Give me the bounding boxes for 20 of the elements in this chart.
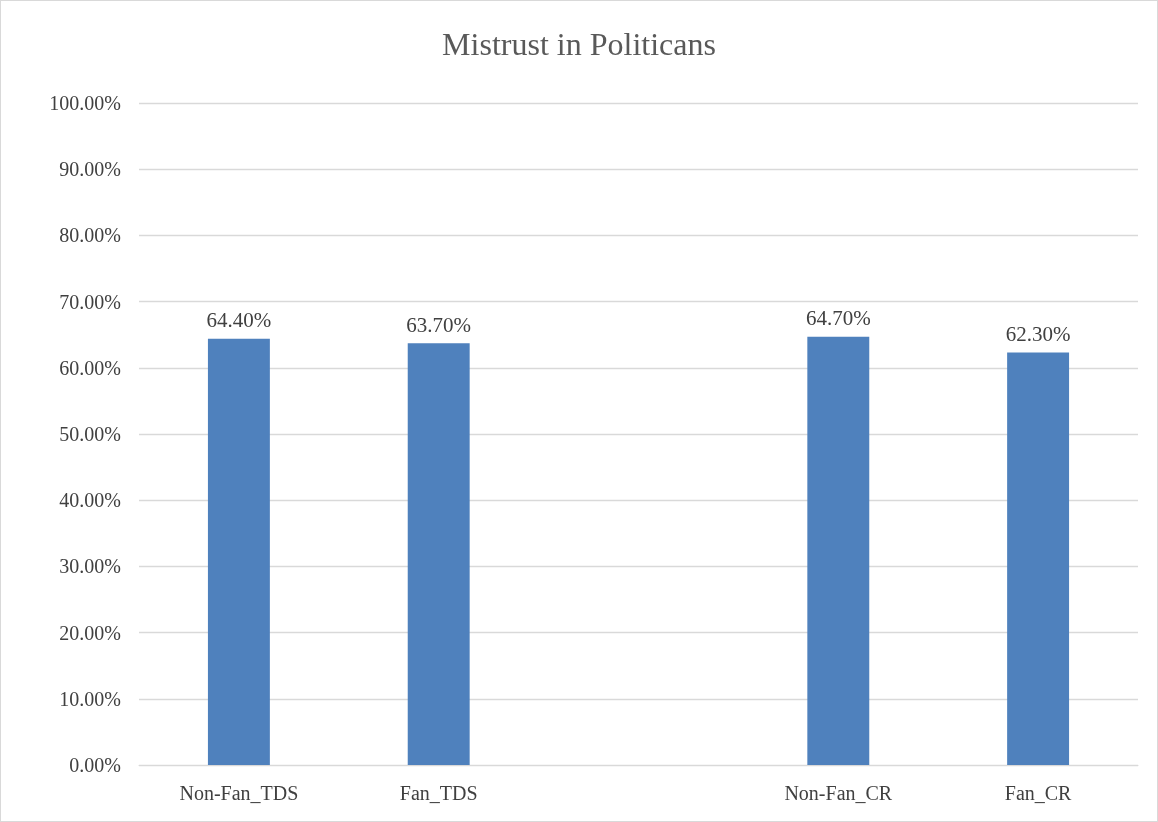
y-tick-label: 40.00% [59,489,121,512]
y-tick-label: 60.00% [59,356,121,379]
y-tick-label: 0.00% [69,754,121,776]
data-label: 63.70% [406,312,472,337]
y-tick-label: 20.00% [59,621,121,644]
data-label: 62.30% [1005,322,1071,347]
chart-title: Mistrust in Politicans [442,26,716,62]
y-tick-label: 30.00% [59,555,121,578]
x-tick-label: Non-Fan_TDS [179,782,299,804]
y-tick-label: 90.00% [59,158,121,181]
x-tick-label: Non-Fan_CR [784,782,893,804]
y-tick-label: 10.00% [59,687,121,710]
x-tick-label: Fan_TDS [399,782,478,804]
x-tick-label: Fan_CR [1004,782,1073,804]
y-tick-label: 50.00% [59,423,121,445]
y-tick-label: 100.00% [49,92,121,114]
data-label: 64.70% [805,306,871,331]
data-label: 64.40% [206,308,272,333]
y-tick-label: 70.00% [59,290,121,313]
y-tick-label: 80.00% [59,224,121,247]
